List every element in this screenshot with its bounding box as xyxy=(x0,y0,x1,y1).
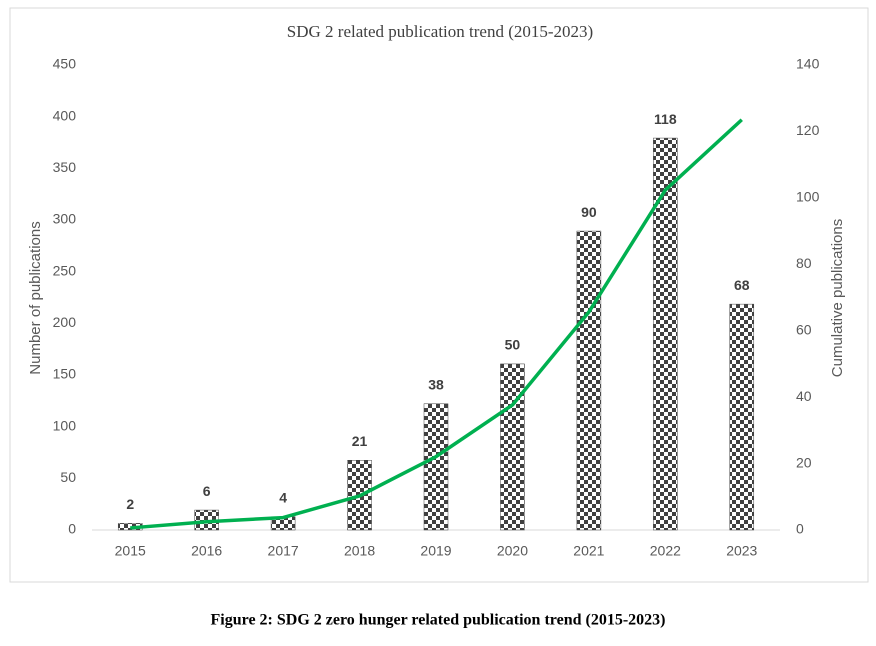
bar xyxy=(653,137,678,531)
x-tick-label: 2016 xyxy=(191,543,222,559)
data-label: 38 xyxy=(428,376,444,392)
y2-tick-label: 0 xyxy=(796,521,804,537)
x-tick-label: 2018 xyxy=(344,543,375,559)
y-tick-label: 400 xyxy=(53,107,77,123)
x-tick-label: 2015 xyxy=(115,543,146,559)
chart-frame xyxy=(9,7,869,583)
data-label: 90 xyxy=(581,204,597,220)
data-label: 68 xyxy=(734,277,750,293)
bar xyxy=(423,403,449,531)
y2-tick-label: 140 xyxy=(796,56,820,72)
x-tick-label: 2021 xyxy=(573,543,604,559)
y2-tick-label: 40 xyxy=(796,388,812,404)
x-tick-label: 2017 xyxy=(268,543,299,559)
figure-caption: Figure 2: SDG 2 zero hunger related publ… xyxy=(211,612,666,629)
data-label: 6 xyxy=(203,483,211,499)
bar xyxy=(729,303,755,531)
data-label: 118 xyxy=(654,111,677,127)
data-label: 4 xyxy=(279,489,287,505)
data-label: 21 xyxy=(352,433,368,449)
y-tick-label: 0 xyxy=(68,521,76,537)
bar xyxy=(576,230,602,531)
y-tick-label: 100 xyxy=(53,417,77,433)
y-tick-label: 50 xyxy=(60,469,76,485)
x-tick-label: 2023 xyxy=(726,543,757,559)
y2-tick-label: 120 xyxy=(796,122,820,138)
y2-axis-title: Cumulative publications xyxy=(829,219,846,377)
y2-tick-label: 20 xyxy=(796,454,812,470)
y-tick-label: 250 xyxy=(53,262,77,278)
x-tick-label: 2022 xyxy=(650,543,681,559)
y2-tick-label: 80 xyxy=(796,255,812,271)
chart-title: SDG 2 related publication trend (2015-20… xyxy=(287,22,593,41)
y-tick-label: 200 xyxy=(53,314,77,330)
data-label: 2 xyxy=(126,496,134,512)
line xyxy=(130,118,743,530)
data-label: 50 xyxy=(505,337,521,353)
x-tick-label: 2020 xyxy=(497,543,528,559)
y-tick-label: 350 xyxy=(53,159,77,175)
bar xyxy=(500,363,525,531)
y-tick-label: 450 xyxy=(53,56,77,72)
y-tick-label: 300 xyxy=(53,211,77,227)
y-axis-title: Number of publications xyxy=(27,221,44,374)
y-tick-label: 150 xyxy=(53,366,77,382)
y2-tick-label: 100 xyxy=(796,189,820,205)
y2-tick-label: 60 xyxy=(796,321,812,337)
x-tick-label: 2019 xyxy=(420,543,451,559)
